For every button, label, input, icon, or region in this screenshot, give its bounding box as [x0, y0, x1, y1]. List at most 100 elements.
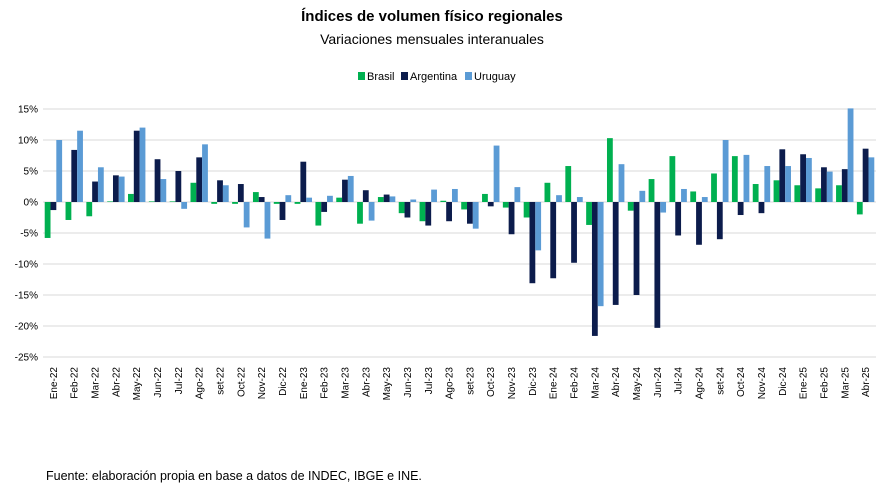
bar-brasil	[836, 185, 842, 202]
bar-brasil	[523, 202, 530, 218]
bar-argentina	[154, 159, 161, 202]
bar-brasil	[357, 202, 363, 224]
bar-brasil	[731, 156, 738, 202]
bar-uruguay	[285, 195, 292, 202]
bar-argentina	[279, 202, 286, 220]
bar-argentina	[841, 169, 848, 202]
bar-brasil	[461, 202, 468, 210]
bar-uruguay	[202, 144, 208, 202]
x-tick-label: set-23	[465, 367, 476, 395]
bar-argentina	[258, 197, 265, 202]
legend: Brasil Argentina Uruguay	[358, 71, 516, 83]
bar-argentina	[300, 161, 307, 202]
bar-brasil	[565, 166, 572, 202]
x-tick-label: Ene-24	[549, 367, 560, 400]
chart-subtitle: Variaciones mensuales interanuales	[320, 31, 544, 47]
x-tick-label: Jun-24	[653, 367, 664, 398]
bar-uruguay	[535, 202, 542, 251]
bar-argentina	[716, 202, 723, 240]
bar-uruguay	[347, 175, 354, 202]
x-tick-label: Mar-25	[840, 367, 851, 399]
x-tick-label: Abr-22	[111, 367, 122, 397]
bar-argentina	[821, 167, 827, 202]
x-tick-label: Ene-23	[299, 367, 310, 400]
x-tick-label: Oct-24	[736, 367, 747, 397]
bar-uruguay	[431, 189, 437, 202]
bar-brasil	[773, 180, 780, 202]
bar-argentina	[612, 202, 619, 305]
x-tick-label: Ene-25	[799, 367, 810, 400]
x-tick-label: Abr-23	[361, 367, 372, 397]
x-tick-label: Mar-23	[340, 367, 351, 399]
bar-argentina	[779, 149, 786, 202]
bar-argentina	[550, 202, 557, 279]
bar-argentina	[571, 202, 577, 263]
bar-brasil	[148, 201, 155, 202]
bar-uruguay	[222, 185, 229, 202]
bar-uruguay	[97, 167, 104, 202]
bar-brasil	[669, 156, 676, 202]
legend-label: Argentina	[410, 71, 458, 83]
bar-uruguay	[327, 195, 333, 202]
bar-argentina	[862, 148, 869, 202]
bar-brasil	[169, 201, 176, 202]
bar-uruguay	[576, 197, 583, 202]
bar-brasil	[440, 200, 447, 202]
bar-uruguay	[181, 202, 188, 209]
bar-argentina	[696, 202, 702, 245]
bar-uruguay	[556, 195, 562, 202]
bar-brasil	[377, 197, 384, 202]
bar-argentina	[321, 202, 328, 212]
bar-brasil	[586, 202, 592, 225]
bar-brasil	[794, 185, 801, 202]
bar-argentina	[196, 157, 203, 202]
bar-argentina	[758, 202, 765, 214]
x-tick-label: Jul-23	[424, 367, 435, 395]
bar-brasil	[44, 202, 51, 238]
x-axis-ticks: Ene-22 Feb-22 Mar-22 Abr-22 May-22 Jun-22 Jul-…	[49, 367, 872, 401]
bar-uruguay	[681, 188, 687, 202]
bar-uruguay	[243, 202, 250, 228]
x-tick-label: Abr-25	[861, 367, 872, 397]
bar-brasil	[336, 197, 343, 202]
bar-uruguay	[660, 202, 667, 213]
legend-label: Brasil	[367, 71, 395, 83]
x-tick-label: Ago-23	[445, 367, 456, 400]
bar-argentina	[633, 202, 640, 295]
x-tick-label: Ago-22	[195, 367, 206, 400]
bar-uruguay	[764, 166, 771, 202]
x-tick-label: Jul-24	[674, 367, 685, 395]
bar-brasil	[65, 202, 72, 220]
bar-uruguay	[389, 196, 396, 202]
source-note: Fuente: elaboración propia en base a dat…	[46, 469, 422, 483]
bar-argentina	[425, 202, 432, 226]
bar-brasil	[315, 202, 322, 226]
y-axis-ticks: 15% 10% 5% 0% -5% -10% -15% -20% -25%	[15, 105, 38, 364]
bar-argentina	[342, 179, 348, 202]
bar-argentina	[71, 149, 78, 202]
bar-uruguay	[701, 197, 708, 202]
x-tick-label: Jun-23	[403, 367, 414, 398]
bar-brasil	[502, 202, 509, 208]
bar-argentina	[112, 175, 119, 202]
bar-uruguay	[868, 157, 875, 202]
bar-uruguay	[451, 188, 458, 202]
bar-brasil	[273, 202, 280, 204]
bar-uruguay	[77, 130, 83, 202]
bar-uruguay	[264, 202, 271, 239]
bar-brasil	[419, 202, 426, 222]
bar-uruguay	[493, 145, 500, 202]
legend-swatch	[358, 72, 365, 80]
bar-uruguay	[514, 187, 521, 202]
x-tick-label: set-22	[216, 367, 227, 395]
bar-argentina	[591, 202, 598, 336]
bar-uruguay	[368, 202, 375, 221]
bar-argentina	[362, 190, 369, 202]
bar-uruguay	[618, 164, 625, 202]
bar-uruguay	[722, 140, 729, 202]
x-tick-label: May-24	[632, 367, 643, 401]
x-tick-label: Feb-22	[70, 367, 81, 399]
gridlines	[43, 108, 876, 358]
bar-argentina	[467, 202, 473, 224]
bar-uruguay	[472, 202, 479, 229]
